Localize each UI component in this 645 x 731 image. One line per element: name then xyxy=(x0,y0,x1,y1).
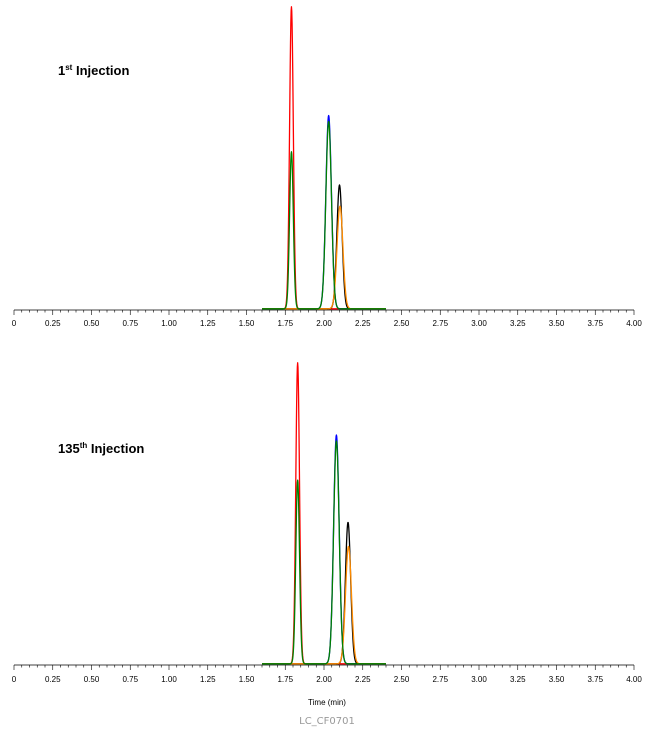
x-tick-label: 2.25 xyxy=(355,675,371,684)
x-tick-label: 0.25 xyxy=(45,319,61,328)
x-tick-label: 3.50 xyxy=(549,319,565,328)
x-tick-label: 3.50 xyxy=(549,675,565,684)
figure-id: LC_CF0701 xyxy=(299,716,355,727)
x-tick-label: 3.00 xyxy=(471,319,487,328)
x-tick-label: 0.50 xyxy=(84,675,100,684)
x-tick-label: 1.50 xyxy=(239,319,255,328)
trace-series-5 xyxy=(261,440,387,665)
trace-series-5 xyxy=(261,120,387,310)
x-axis-title: Time (min) xyxy=(308,698,346,707)
x-tick-label: 0.50 xyxy=(84,319,100,328)
x-tick-label: 1.25 xyxy=(200,675,216,684)
x-tick-label: 2.25 xyxy=(355,319,371,328)
x-tick-label: 3.75 xyxy=(587,675,603,684)
x-tick-label: 2.00 xyxy=(316,675,332,684)
trace-series-1 xyxy=(261,362,387,665)
x-tick-label: 1.75 xyxy=(277,319,293,328)
x-tick-label: 0 xyxy=(12,319,17,328)
x-tick-label: 0.75 xyxy=(122,675,138,684)
x-tick-label: 0 xyxy=(12,675,17,684)
panel-1st-injection: 1st Injection 0 0.25 0.50 0.75 1.00 1.25 1.50 1… xyxy=(12,6,642,328)
x-tick-label: 1.00 xyxy=(161,675,177,684)
x-tick-label: 4.00 xyxy=(626,675,642,684)
x-tick-label: 2.75 xyxy=(432,675,448,684)
x-tick-label: 1.00 xyxy=(161,319,177,328)
x-tick-label: 1.75 xyxy=(277,675,293,684)
x-tick-label: 3.25 xyxy=(510,675,526,684)
x-tick-label: 1.25 xyxy=(200,319,216,328)
x-tick-label: 1.50 xyxy=(239,675,255,684)
x-tick-label: 2.50 xyxy=(394,319,410,328)
trace-series-2 xyxy=(261,114,387,310)
panel-135th-injection: 135th Injection 0 0.25 0.50 0.75 1.00 1.25 1.5… xyxy=(12,362,642,684)
x-tick-label: 2.75 xyxy=(432,319,448,328)
trace-series-4 xyxy=(261,545,387,665)
x-tick-label: 0.25 xyxy=(45,675,61,684)
x-tick-label: 3.25 xyxy=(510,319,526,328)
x-tick-label: 3.00 xyxy=(471,675,487,684)
trace-series-2 xyxy=(261,434,387,665)
x-tick-label: 0.75 xyxy=(122,319,138,328)
x-tick-label: 2.50 xyxy=(394,675,410,684)
x-tick-label: 3.75 xyxy=(587,319,603,328)
x-tick-label: 2.00 xyxy=(316,319,332,328)
x-tick-label: 4.00 xyxy=(626,319,642,328)
panel-label-1st-injection: 1st Injection xyxy=(58,63,129,78)
panel-label-135th-injection: 135th Injection xyxy=(58,441,144,456)
trace-series-3 xyxy=(261,521,387,665)
